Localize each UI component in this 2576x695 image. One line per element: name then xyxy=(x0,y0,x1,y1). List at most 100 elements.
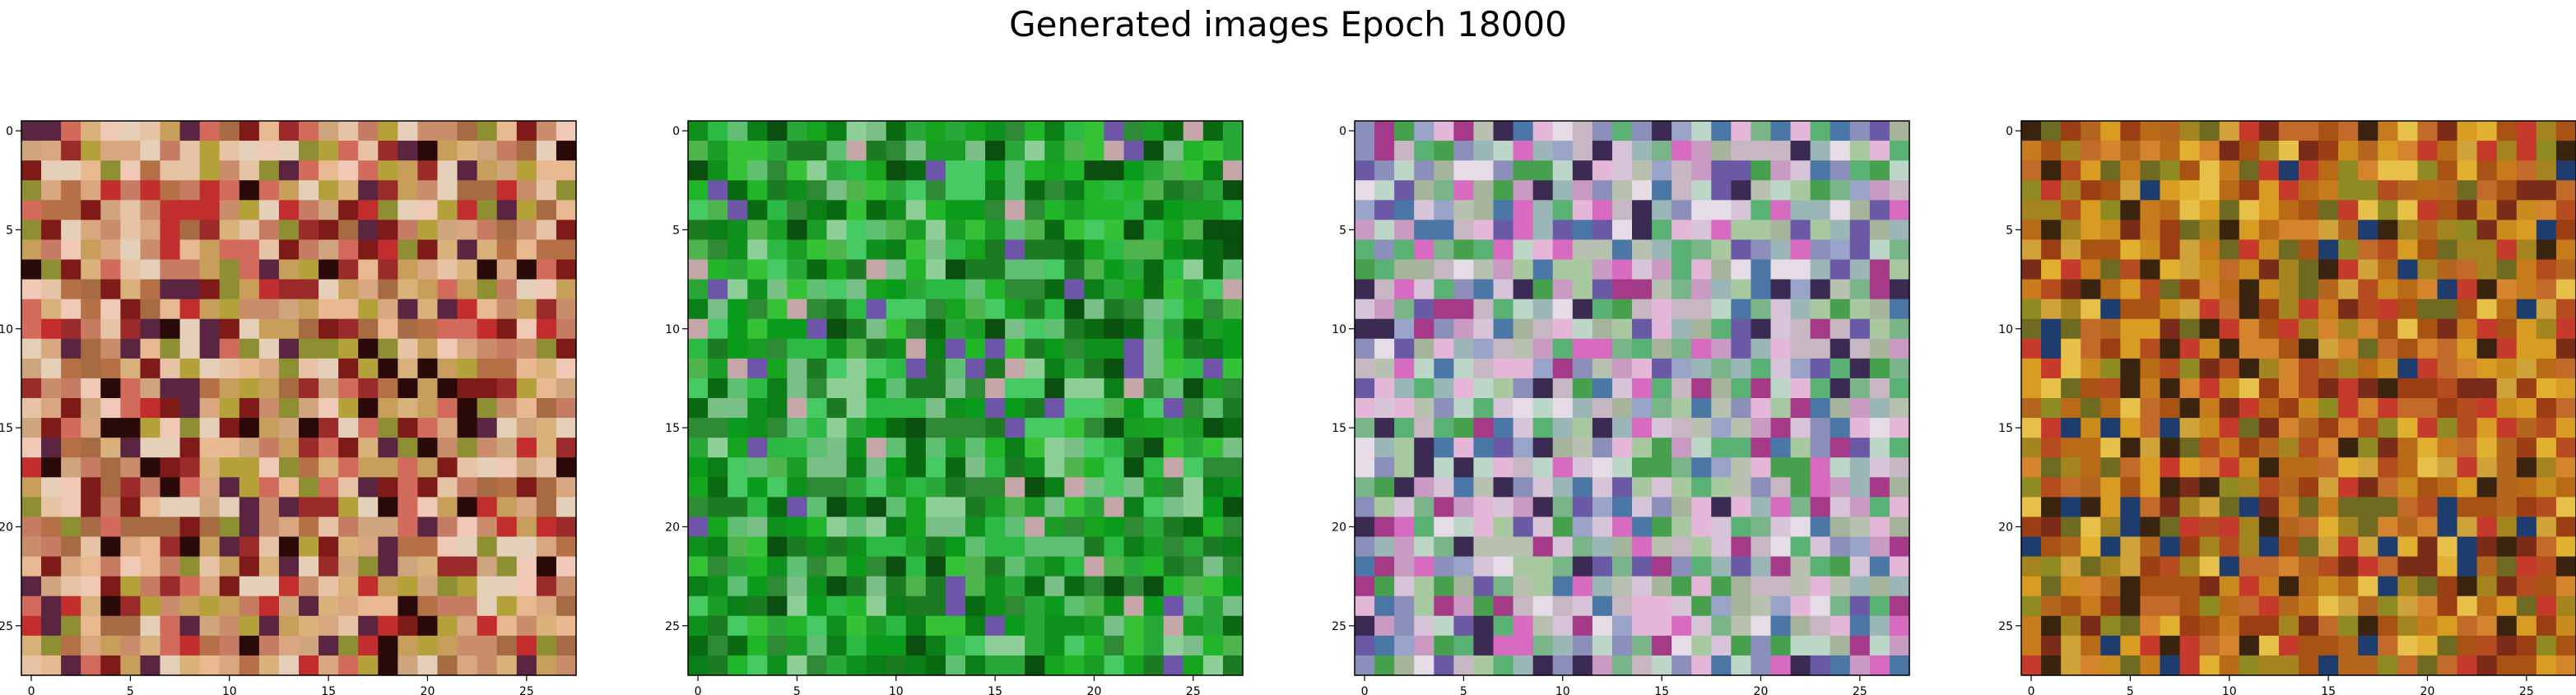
pixel-cell xyxy=(2278,239,2299,261)
pixel-cell xyxy=(2536,497,2557,518)
pixel-cell xyxy=(688,160,709,181)
pixel-cell xyxy=(496,615,518,637)
pixel-cell xyxy=(2160,615,2181,637)
pixel-cell xyxy=(219,497,240,518)
pixel-cell xyxy=(477,141,498,161)
pixel-cell xyxy=(319,259,339,280)
pixel-cell xyxy=(2081,239,2101,261)
pixel-cell xyxy=(2160,259,2181,280)
pixel-cell xyxy=(2100,279,2121,300)
pixel-cell xyxy=(1414,576,1434,597)
pixel-cell xyxy=(1493,318,1514,340)
pixel-cell xyxy=(1202,457,1224,478)
pixel-cell xyxy=(1064,299,1086,320)
pixel-cell xyxy=(457,279,478,300)
pixel-cell xyxy=(985,141,1006,161)
pixel-cell xyxy=(1770,378,1792,399)
pixel-cell xyxy=(1183,338,1204,359)
pixel-cell xyxy=(728,438,748,458)
pixel-cell xyxy=(1394,378,1415,399)
pixel-cell xyxy=(826,239,848,261)
pixel-cell xyxy=(477,299,498,320)
pixel-cell xyxy=(536,279,557,300)
pixel-cell xyxy=(1084,121,1105,141)
pixel-cell xyxy=(985,576,1006,597)
pixel-cell xyxy=(1183,536,1204,558)
y-tick-label: 25 xyxy=(0,620,13,633)
pixel-cell xyxy=(688,497,709,518)
pixel-cell xyxy=(1632,655,1653,676)
pixel-cell xyxy=(61,438,81,458)
pixel-cell xyxy=(985,200,1006,220)
pixel-cell xyxy=(1770,239,1792,261)
pixel-cell xyxy=(2239,338,2260,359)
pixel-cell xyxy=(905,536,927,558)
pixel-cell xyxy=(2021,239,2042,261)
pixel-cell xyxy=(2199,180,2220,201)
pixel-cell xyxy=(2199,378,2220,399)
pixel-cell xyxy=(160,279,181,300)
pixel-cell xyxy=(2358,259,2378,280)
pixel-cell xyxy=(358,477,379,498)
pixel-cell xyxy=(2100,338,2121,359)
x-tick-label: 10 xyxy=(889,685,904,695)
pixel-cell xyxy=(1652,517,1672,538)
pixel-cell xyxy=(477,536,498,558)
pixel-cell xyxy=(2160,239,2181,261)
pixel-cell xyxy=(2219,299,2240,320)
pixel-cell xyxy=(61,141,81,161)
pixel-cell xyxy=(2140,121,2161,141)
pixel-cell xyxy=(1830,200,1851,220)
pixel-cell xyxy=(688,615,709,637)
pixel-cell xyxy=(925,180,946,201)
x-tick-label: 15 xyxy=(2321,685,2336,695)
pixel-cell xyxy=(1869,239,1890,261)
pixel-cell xyxy=(945,279,966,300)
pixel-cell xyxy=(1064,438,1086,458)
pixel-cell xyxy=(1355,220,1375,241)
pixel-cell xyxy=(905,635,927,656)
pixel-cell xyxy=(1493,477,1514,498)
pixel-cell xyxy=(846,200,867,220)
pixel-cell xyxy=(866,239,887,261)
pixel-cell xyxy=(1652,655,1672,676)
pixel-cell xyxy=(708,160,728,181)
pixel-cell xyxy=(2536,318,2557,340)
pixel-cell xyxy=(1830,141,1851,161)
pixel-cell xyxy=(1552,438,1574,458)
pixel-cell xyxy=(160,517,181,538)
pixel-cell xyxy=(1770,497,1792,518)
pixel-cell xyxy=(1770,318,1792,340)
pixel-cell xyxy=(688,141,709,161)
pixel-cell xyxy=(1592,576,1613,597)
pixel-cell xyxy=(2476,180,2498,201)
pixel-cell xyxy=(767,576,788,597)
pixel-cell xyxy=(2021,457,2042,478)
pixel-cell xyxy=(2437,418,2458,438)
pixel-cell xyxy=(219,418,240,438)
pixel-cell xyxy=(496,378,518,399)
pixel-cell xyxy=(826,378,848,399)
pixel-cell xyxy=(747,299,768,320)
pixel-cell xyxy=(1790,358,1811,379)
pixel-cell xyxy=(516,576,537,597)
pixel-cell xyxy=(2299,655,2319,676)
pixel-cell xyxy=(417,200,439,220)
pixel-cell xyxy=(556,338,577,359)
pixel-cell xyxy=(1473,477,1495,498)
pixel-cell xyxy=(925,497,946,518)
pixel-cell xyxy=(2417,239,2439,261)
pixel-cell xyxy=(2120,517,2141,538)
pixel-cell xyxy=(1513,259,1534,280)
pixel-cell xyxy=(516,497,537,518)
pixel-cell xyxy=(378,259,398,280)
pixel-cell xyxy=(1552,398,1574,419)
pixel-cell xyxy=(2120,398,2141,419)
pixel-cell xyxy=(2199,121,2220,141)
pixel-cell xyxy=(1830,536,1851,558)
pixel-cell xyxy=(2278,497,2299,518)
pixel-cell xyxy=(807,595,828,617)
pixel-cell xyxy=(826,398,848,419)
pixel-cell xyxy=(81,655,101,676)
pixel-cell xyxy=(846,615,867,637)
